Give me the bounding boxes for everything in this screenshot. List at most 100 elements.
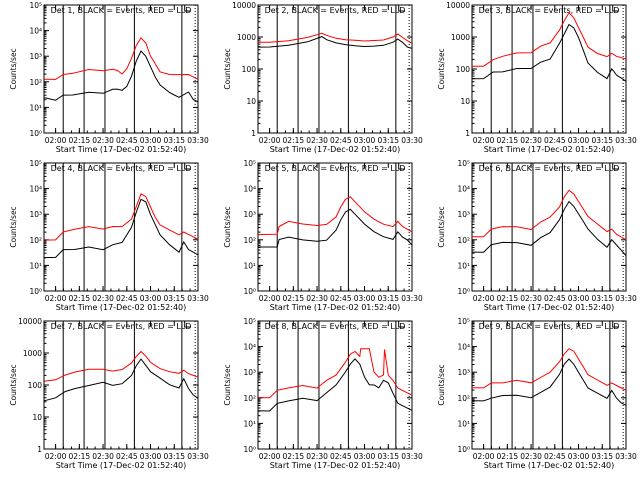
y-tick-label: 10¹ <box>457 261 470 270</box>
x-tick-label: 03:30 <box>401 452 423 461</box>
bracket-marker <box>612 163 619 170</box>
y-tick-label: 10⁰ <box>29 287 42 296</box>
series-line-events <box>258 358 413 412</box>
x-tick-label: 03:00 <box>354 452 376 461</box>
x-tick-label: 03:30 <box>401 294 423 303</box>
bracket-marker <box>398 5 405 12</box>
panel-title: Det 7, BLACK = Events, RED = LLD <box>51 322 192 331</box>
y-tick-label: 10³ <box>29 52 42 61</box>
series-line-lld <box>44 36 199 80</box>
x-tick-label: 02:15 <box>283 452 305 461</box>
x-tick-label: 02:15 <box>497 136 519 145</box>
bracket-marker <box>398 321 405 328</box>
x-tick-label: 03:00 <box>354 294 376 303</box>
series-line-events <box>44 198 199 259</box>
y-tick-label: 10³ <box>29 210 42 219</box>
y-tick-label: 10000 <box>446 1 470 10</box>
y-tick-label: 10¹ <box>29 103 42 112</box>
x-tick-label: 03:15 <box>591 294 613 303</box>
y-tick-label: 10³ <box>457 210 470 219</box>
y-tick-label: 10³ <box>243 368 256 377</box>
x-tick-label: 03:15 <box>377 452 399 461</box>
y-axis-label: Counts/sec <box>223 206 232 247</box>
panel-title: Det 6, BLACK = Events, RED = LLD <box>479 164 620 173</box>
x-tick-label: 02:45 <box>330 294 352 303</box>
y-tick-label: 10⁵ <box>457 317 470 326</box>
x-tick-label: 03:15 <box>591 136 613 145</box>
y-tick-label: 10⁵ <box>243 317 256 326</box>
plot-frame <box>471 4 627 134</box>
y-tick-label: 10⁵ <box>29 1 42 10</box>
x-tick-label: 02:30 <box>306 452 328 461</box>
series-line-lld <box>44 193 199 241</box>
y-tick-label: 1000 <box>237 33 256 42</box>
x-tick-label: 02:30 <box>92 452 114 461</box>
y-axis-label: Counts/sec <box>437 48 446 89</box>
y-tick-label: 1000 <box>451 33 470 42</box>
x-tick-label: 02:45 <box>330 136 352 145</box>
series-line-events <box>472 200 627 256</box>
y-tick-label: 10² <box>243 236 256 245</box>
y-tick-label: 10³ <box>243 210 256 219</box>
x-tick-label: 03:30 <box>187 452 209 461</box>
y-tick-label: 10⁵ <box>457 159 470 168</box>
y-axis-label: Counts/sec <box>437 364 446 405</box>
x-tick-label: 02:45 <box>544 452 566 461</box>
bracket-marker <box>184 163 191 170</box>
bracket-marker <box>612 5 619 12</box>
x-tick-label: 02:30 <box>520 294 542 303</box>
x-axis-label: Start Time (17-Dec-02 01:52:40) <box>270 461 401 470</box>
plot-frame <box>43 162 199 292</box>
x-tick-label: 03:30 <box>615 136 637 145</box>
plot-frame <box>257 162 413 292</box>
y-tick-label: 100 <box>242 65 257 74</box>
x-tick-label: 03:30 <box>187 136 209 145</box>
y-tick-label: 1 <box>37 445 42 454</box>
x-tick-label: 03:15 <box>163 452 185 461</box>
x-tick-label: 02:15 <box>497 294 519 303</box>
x-axis-label: Start Time (17-Dec-02 01:52:40) <box>56 145 187 154</box>
x-axis-label: Start Time (17-Dec-02 01:52:40) <box>270 303 401 312</box>
series-line-events <box>472 358 627 406</box>
x-tick-label: 03:30 <box>615 452 637 461</box>
plot-frame <box>257 320 413 450</box>
y-tick-label: 10⁴ <box>29 27 42 36</box>
series-line-lld <box>258 348 413 399</box>
x-tick-label: 02:30 <box>520 136 542 145</box>
y-tick-label: 10⁴ <box>457 343 470 352</box>
x-tick-label: 03:00 <box>140 452 162 461</box>
y-tick-label: 1000 <box>23 349 42 358</box>
x-tick-label: 02:00 <box>45 452 67 461</box>
x-tick-label: 03:15 <box>377 136 399 145</box>
x-tick-label: 03:00 <box>354 136 376 145</box>
x-tick-label: 02:45 <box>330 452 352 461</box>
x-tick-label: 02:45 <box>116 452 138 461</box>
x-axis-label: Start Time (17-Dec-02 01:52:40) <box>56 461 187 470</box>
y-tick-label: 10⁰ <box>29 129 42 138</box>
y-axis-label: Counts/sec <box>223 364 232 405</box>
y-tick-label: 10¹ <box>243 419 256 428</box>
y-tick-label: 10⁴ <box>457 185 470 194</box>
y-tick-label: 10⁴ <box>243 343 256 352</box>
plot-frame <box>257 4 413 134</box>
bracket-marker <box>184 321 191 328</box>
series-line-lld <box>258 32 413 44</box>
y-tick-label: 10⁵ <box>243 159 256 168</box>
x-tick-label: 02:00 <box>473 294 495 303</box>
panel-title: Det 2, BLACK = Events, RED = LLD <box>265 6 406 15</box>
panel-title: Det 1, BLACK = Events, RED = LLD <box>51 6 192 15</box>
y-tick-label: 10⁵ <box>29 159 42 168</box>
plot-frame <box>471 320 627 450</box>
series-line-events <box>44 50 199 103</box>
x-tick-label: 02:45 <box>116 294 138 303</box>
panel-title: Det 5, BLACK = Events, RED = LLD <box>265 164 406 173</box>
panel-title: Det 9, BLACK = Events, RED = LLD <box>479 322 620 331</box>
x-tick-label: 03:15 <box>163 136 185 145</box>
y-tick-label: 10 <box>32 413 42 422</box>
y-axis-label: Counts/sec <box>9 206 18 247</box>
y-tick-label: 10 <box>246 97 256 106</box>
series-line-events <box>44 358 199 402</box>
